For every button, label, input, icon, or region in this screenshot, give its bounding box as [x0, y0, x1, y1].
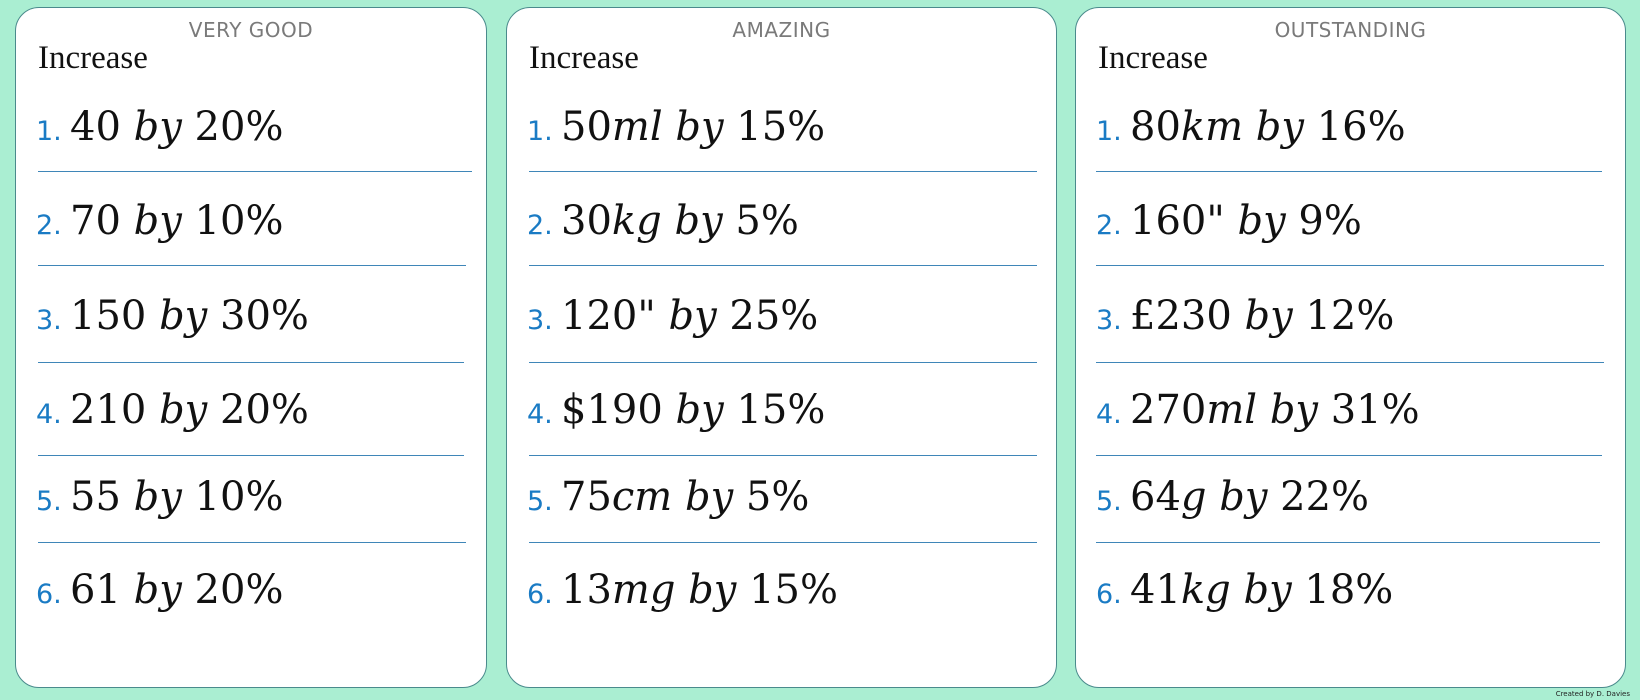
question-number: 6. [527, 579, 553, 610]
question-number: 1. [36, 116, 62, 147]
divider [529, 362, 1037, 363]
divider [529, 265, 1037, 266]
question-expression: 40 by 20% [70, 104, 284, 150]
divider [38, 171, 472, 172]
question-number: 3. [1096, 305, 1122, 336]
divider [38, 455, 464, 456]
divider [529, 455, 1037, 456]
question-expression: 30kg by 5% [561, 198, 799, 244]
question-expression: 61 by 20% [70, 567, 284, 613]
question-1: 1. 40 by 20% [36, 104, 283, 150]
question-2: 2. 160" by 9% [1096, 198, 1362, 244]
divider [38, 542, 466, 543]
divider [1096, 171, 1602, 172]
question-number: 3. [36, 305, 62, 336]
question-number: 6. [1096, 579, 1122, 610]
question-number: 3. [527, 305, 553, 336]
question-expression: 120" by 25% [561, 293, 819, 339]
question-expression: 64g by 22% [1130, 474, 1370, 520]
question-number: 4. [36, 399, 62, 430]
question-number: 2. [1096, 210, 1122, 241]
divider [1096, 542, 1600, 543]
question-6: 6. 41kg by 18% [1096, 567, 1393, 613]
question-6: 6. 61 by 20% [36, 567, 283, 613]
card-heading: Increase [38, 40, 148, 76]
question-number: 1. [1096, 116, 1122, 147]
question-3: 3. 120" by 25% [527, 293, 818, 339]
question-number: 4. [1096, 399, 1122, 430]
question-expression: 70 by 10% [70, 198, 284, 244]
question-1: 1. 50ml by 15% [527, 104, 825, 150]
question-number: 2. [527, 210, 553, 241]
question-expression: 55 by 10% [70, 474, 284, 520]
question-expression: 50ml by 15% [561, 104, 826, 150]
question-5: 5. 75cm by 5% [527, 474, 809, 520]
question-5: 5. 55 by 10% [36, 474, 283, 520]
divider [1096, 362, 1604, 363]
question-number: 1. [527, 116, 553, 147]
question-5: 5. 64g by 22% [1096, 474, 1369, 520]
question-2: 2. 30kg by 5% [527, 198, 799, 244]
question-1: 1. 80km by 16% [1096, 104, 1406, 150]
question-expression: 210 by 20% [70, 387, 309, 433]
question-expression: 150 by 30% [70, 293, 309, 339]
question-expression: 270ml by 31% [1130, 387, 1420, 433]
question-expression: 75cm by 5% [561, 474, 810, 520]
question-2: 2. 70 by 10% [36, 198, 283, 244]
question-expression: £230 by 12% [1130, 293, 1395, 339]
card-title: AMAZING [732, 18, 831, 42]
divider [529, 171, 1037, 172]
question-number: 5. [527, 486, 553, 517]
divider [529, 542, 1037, 543]
divider [38, 265, 466, 266]
question-expression: 41kg by 18% [1130, 567, 1394, 613]
question-6: 6. 13mg by 15% [527, 567, 838, 613]
card-heading: Increase [529, 40, 639, 76]
divider [1096, 455, 1602, 456]
card-very-good: VERY GOOD Increase 1. 40 by 20% 2. 70 by… [15, 7, 487, 688]
card-title: VERY GOOD [188, 18, 314, 42]
question-expression: 13mg by 15% [561, 567, 838, 613]
card-amazing: AMAZING Increase 1. 50ml by 15% 2. 30kg … [506, 7, 1057, 688]
card-title: OUTSTANDING [1274, 18, 1427, 42]
question-4: 4. $190 by 15% [527, 387, 825, 433]
card-heading: Increase [1098, 40, 1208, 76]
question-4: 4. 210 by 20% [36, 387, 309, 433]
card-outstanding: OUTSTANDING Increase 1. 80km by 16% 2. 1… [1075, 7, 1626, 688]
divider [1096, 265, 1604, 266]
question-4: 4. 270ml by 31% [1096, 387, 1420, 433]
question-number: 5. [1096, 486, 1122, 517]
question-expression: 160" by 9% [1130, 198, 1362, 244]
divider [38, 362, 464, 363]
question-expression: 80km by 16% [1130, 104, 1406, 150]
credit-text: Created by D. Davies [1555, 690, 1630, 698]
question-number: 5. [36, 486, 62, 517]
question-expression: $190 by 15% [561, 387, 826, 433]
question-3: 3. 150 by 30% [36, 293, 309, 339]
question-3: 3. £230 by 12% [1096, 293, 1394, 339]
question-number: 6. [36, 579, 62, 610]
question-number: 4. [527, 399, 553, 430]
question-number: 2. [36, 210, 62, 241]
